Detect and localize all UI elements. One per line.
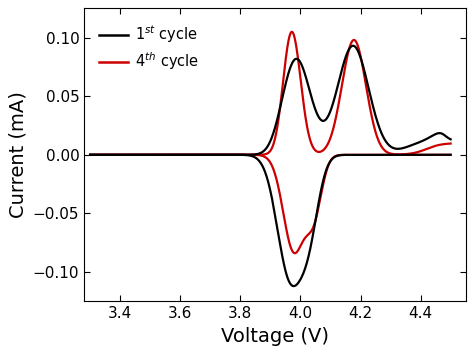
X-axis label: Voltage (V): Voltage (V): [221, 327, 329, 346]
Y-axis label: Current (mA): Current (mA): [9, 91, 27, 218]
Legend: 1$^{st}$ cycle, 4$^{th}$ cycle: 1$^{st}$ cycle, 4$^{th}$ cycle: [91, 16, 207, 79]
